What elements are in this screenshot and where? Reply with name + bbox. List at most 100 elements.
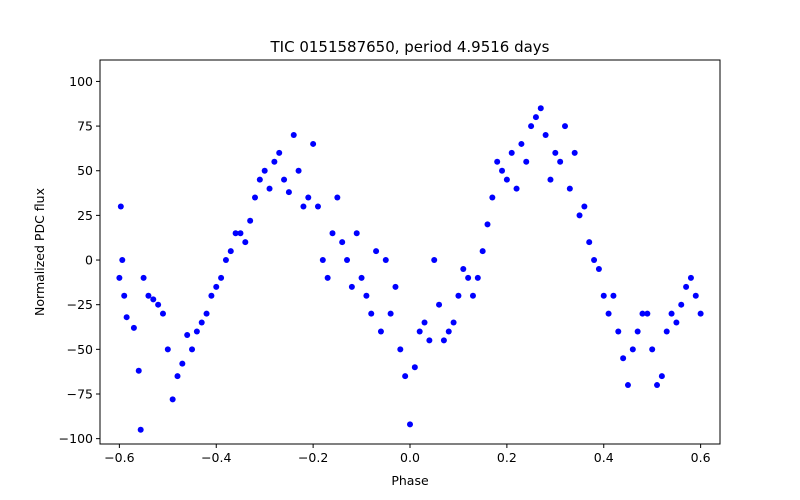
data-point [305,194,312,201]
data-point [271,158,278,165]
x-tick-label: −0.2 [298,450,328,465]
data-point [281,176,288,183]
data-point [571,149,578,156]
data-point [208,292,215,299]
data-point [523,158,530,165]
y-axis-label: Normalized PDC flux [32,188,47,316]
data-point [537,105,544,112]
data-point [474,274,481,281]
y-tick-label: 50 [77,163,93,178]
data-point [576,212,583,219]
data-point [150,296,157,303]
data-point [624,382,631,389]
data-point [140,274,147,281]
data-point [387,310,394,317]
data-point [368,310,375,317]
data-point [440,337,447,344]
data-point [213,283,220,290]
data-point [634,328,641,335]
data-point [295,167,302,174]
y-tick-label: −50 [67,342,93,357]
data-point [460,265,467,272]
data-point [218,274,225,281]
data-point [145,292,152,299]
data-point [130,324,137,331]
data-point [121,292,128,299]
x-axis-label: Phase [391,473,429,488]
data-point [654,382,661,389]
data-point [232,230,239,237]
data-point [348,283,355,290]
data-point [663,328,670,335]
data-point [605,310,612,317]
data-point [377,328,384,335]
data-point [465,274,472,281]
y-tick-label: 75 [77,119,93,134]
data-point [581,203,588,210]
x-tick-label: −0.6 [104,450,134,465]
data-point [334,194,341,201]
data-point [416,328,423,335]
data-point [179,360,186,367]
data-point [324,274,331,281]
data-point [600,292,607,299]
data-point [123,314,130,321]
x-tick-label: 0.0 [400,450,420,465]
data-point [198,319,205,326]
data-point [247,217,254,224]
data-point [615,328,622,335]
y-tick-label: −25 [67,297,93,312]
data-point [135,367,142,374]
data-point [426,337,433,344]
y-axis-ticks: −100 −75 −50 −25 0 25 50 75 100 [59,74,100,446]
data-point [155,301,162,308]
data-point [469,292,476,299]
data-point [562,123,568,130]
data-point [407,421,413,428]
data-point [256,176,263,183]
data-point [494,158,501,165]
data-point [319,257,326,264]
data-point [673,319,680,326]
data-point [193,328,200,335]
x-tick-label: 0.6 [691,450,711,465]
data-point [455,292,462,299]
y-tick-label: 0 [85,253,93,268]
data-point [668,310,675,317]
data-point [479,248,486,255]
data-point [532,114,539,121]
y-tick-label: −75 [67,386,93,401]
data-point [189,346,196,353]
data-point [503,176,510,183]
data-point [644,310,651,317]
data-point [658,373,665,380]
data-point [397,346,404,353]
plot-frame [99,59,721,445]
data-point [116,274,123,281]
data-point [392,283,399,290]
data-point [595,265,602,272]
data-point [436,301,443,308]
data-point [169,396,176,403]
data-point [528,123,535,130]
data-point [547,176,554,183]
data-point [344,257,351,264]
y-tick-label: 100 [69,74,93,89]
data-point [411,364,418,371]
data-point [610,292,617,299]
y-tick-label: −100 [59,431,93,446]
x-tick-label: 0.4 [594,450,614,465]
data-point [639,310,646,317]
data-point [518,140,525,147]
data-point [174,373,181,380]
x-tick-label: −0.4 [201,450,231,465]
data-point [310,140,317,147]
data-point [450,319,457,326]
data-point [184,332,191,339]
data-point [290,132,297,139]
data-point [620,355,627,362]
data-point [203,310,210,317]
data-point [484,221,491,228]
data-point [261,167,268,174]
data-point [227,248,234,255]
